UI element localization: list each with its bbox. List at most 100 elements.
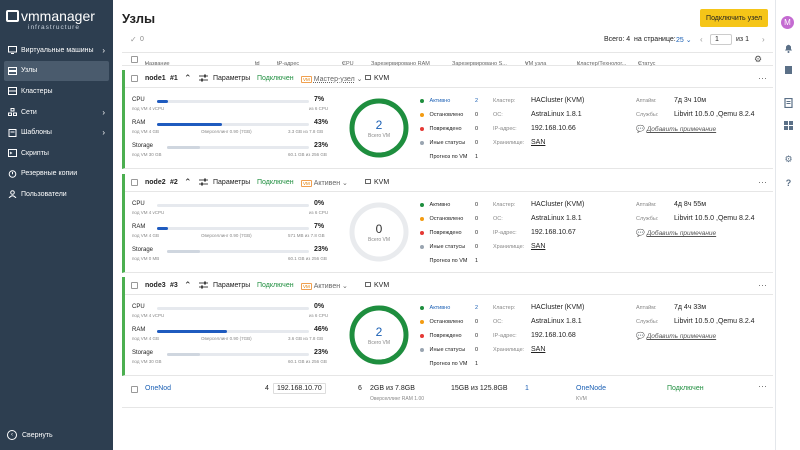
filter-icon: ▿ (277, 61, 280, 67)
legend-dot (420, 202, 424, 207)
node-name-link[interactable]: OneNod (145, 385, 172, 392)
gear-icon[interactable]: ⚙ (784, 154, 793, 164)
row-checkbox[interactable] (131, 282, 138, 289)
sidebar-item-nodes[interactable]: Узлы (4, 60, 109, 82)
legend-value: 1 (475, 258, 479, 264)
logo[interactable]: vmmanager infrastructure (6, 9, 95, 31)
chevron-up-icon[interactable]: ⌃ (184, 73, 192, 83)
sidebar-item-networks[interactable]: Сети › (0, 102, 113, 123)
node-name[interactable]: node3 (145, 282, 166, 289)
params-button[interactable]: Параметры (213, 179, 251, 186)
sidebar-item-users[interactable]: Пользователи (0, 184, 113, 205)
chevron-up-icon[interactable]: ⌃ (184, 177, 192, 187)
avatar[interactable]: M (781, 16, 794, 29)
sliders-icon (199, 74, 208, 84)
row-checkbox[interactable] (131, 179, 138, 186)
grid-icon[interactable] (783, 120, 794, 131)
node-storage: 15GB из 125.8GB (451, 385, 508, 392)
node-cluster-link[interactable]: OneNode (576, 385, 606, 392)
book-icon[interactable] (783, 64, 794, 75)
storage-link[interactable]: SAN (531, 139, 546, 146)
cluster-link[interactable]: HACluster (531, 97, 563, 104)
params-button[interactable]: Параметры (213, 75, 251, 82)
add-note-button[interactable]: 💬 Добавить примечание (636, 125, 716, 133)
node-name[interactable]: node1 (145, 75, 166, 82)
bell-icon[interactable] (783, 42, 794, 53)
ip-value: 192.168.10.67 (531, 229, 576, 236)
legend-value: 0 (475, 216, 479, 222)
chevron-right-icon: › (102, 107, 105, 117)
col-label: Зарезервировано RAM (371, 61, 430, 67)
logo-text: vmmanager (21, 8, 95, 24)
node-vm-count[interactable]: 1 (525, 385, 529, 392)
row-checkbox[interactable] (131, 386, 138, 393)
node-name[interactable]: node2 (145, 179, 166, 186)
legend-item: Иные статусы (420, 244, 465, 250)
chevron-up-icon[interactable]: ⌃ (184, 280, 192, 290)
legend-dot (420, 347, 424, 352)
storage-bar-fill (167, 146, 200, 149)
legend-label: Иные статусы (429, 347, 466, 353)
col-label: Кластер/Технолог... (577, 61, 627, 67)
per-page-value: 25 (676, 37, 684, 44)
prev-page-icon[interactable]: ‹ (700, 35, 703, 44)
mode-select[interactable]: VM Активен ⌄ (301, 282, 348, 290)
mode-select[interactable]: VM Активен ⌄ (301, 179, 348, 187)
sidebar-item-scripts[interactable]: Скрипты (0, 143, 113, 164)
legend-label: Иные статусы (429, 140, 466, 146)
more-icon[interactable]: ··· (758, 177, 767, 187)
col-label: VM узла (525, 61, 547, 67)
sidebar-item-clusters[interactable]: Кластеры (0, 81, 113, 102)
legend-dot (420, 126, 424, 131)
vm-total-label: Всего VM (368, 237, 390, 243)
legend-value[interactable]: 2 (475, 305, 479, 311)
more-icon[interactable]: ··· (758, 280, 767, 290)
virt-label: KVM (374, 282, 390, 289)
uptime-key: Аптайм: (636, 202, 657, 208)
storage-sub-right: 60.1 GB из 256 GB (288, 359, 327, 364)
document-icon[interactable] (783, 97, 794, 108)
vm-total: 2 (375, 118, 383, 132)
col-label: Зарезервировано S... (452, 61, 507, 67)
node-cluster-sub: KVM (576, 396, 587, 402)
storage-link[interactable]: SAN (531, 346, 546, 353)
ram-percent: 46% (314, 326, 329, 333)
vm-total: 0 (375, 222, 383, 236)
connect-node-button[interactable]: Подключить узел (700, 9, 768, 27)
legend-value: 0 (475, 202, 479, 208)
node-header: node3 #3 ⌃ Параметры Подключен VM Активен… (125, 277, 773, 295)
storage-link[interactable]: SAN (531, 243, 546, 250)
mode-select[interactable]: VM Мастер-узел ⌄ (301, 75, 363, 83)
cluster-link[interactable]: HACluster (531, 304, 563, 311)
ram-bar (157, 123, 309, 126)
check-icon[interactable]: ✓ (130, 35, 137, 44)
row-checkbox[interactable] (131, 75, 138, 82)
legend-label: Иные статусы (429, 244, 466, 250)
table-row-onenod[interactable]: OneNod 4 192.168.10.70 6 2GB из 7.8GB Ов… (122, 380, 773, 408)
status-badge: Подключен (667, 385, 704, 392)
add-note-button[interactable]: 💬 Добавить примечание (636, 229, 716, 237)
vm-total: 2 (375, 325, 383, 339)
sidebar-item-templates[interactable]: Шаблоны › (0, 122, 113, 143)
legend-value: 0 (475, 333, 479, 339)
storage-percent: 23% (314, 349, 329, 356)
more-icon[interactable]: ··· (758, 73, 767, 83)
add-note-button[interactable]: 💬 Добавить примечание (636, 332, 716, 340)
more-icon[interactable]: ··· (758, 381, 767, 391)
next-page-icon[interactable]: › (762, 35, 765, 44)
cluster-link[interactable]: HACluster (531, 201, 563, 208)
sidebar-item-vms[interactable]: Виртуальные машины › (0, 40, 113, 61)
legend-label: Остановлено (429, 319, 464, 325)
legend-value[interactable]: 2 (475, 98, 479, 104)
page-input[interactable]: 1 (710, 34, 732, 45)
per-page-select[interactable]: 25 ⌄ (676, 36, 692, 44)
params-button[interactable]: Параметры (213, 282, 251, 289)
collapse-button[interactable]: ‹ Свернуть (7, 430, 53, 440)
select-all-checkbox[interactable] (131, 56, 138, 63)
ip-info: IP-адрес: 192.168.10.68 (493, 332, 576, 339)
help-icon[interactable]: ? (785, 177, 792, 188)
sidebar-item-backups[interactable]: Резервные копии (0, 164, 113, 185)
legend-dot (420, 230, 424, 235)
settings-icon[interactable]: ⚙ (754, 54, 763, 64)
cpu-percent: 0% (314, 200, 325, 207)
